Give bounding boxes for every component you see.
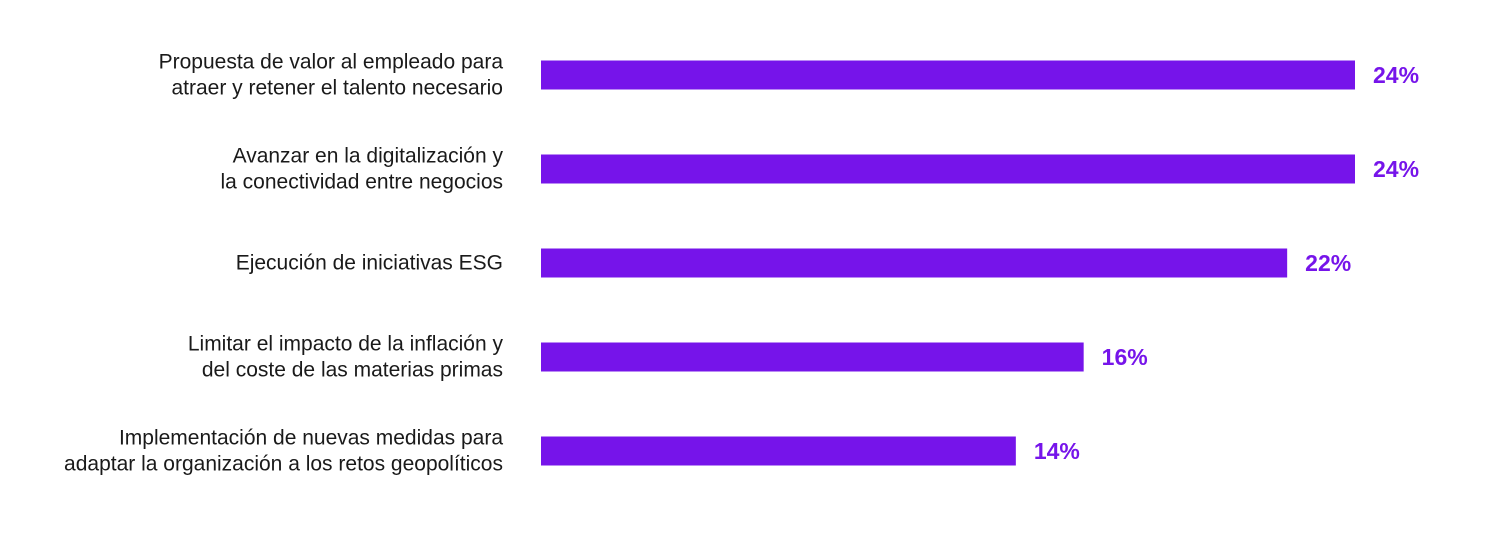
bar-2 (541, 154, 1355, 184)
value-label-2: 24% (1373, 156, 1419, 182)
category-label-4-line-1: Limitar el impacto de la inflación y (188, 333, 504, 356)
bar-5 (541, 436, 1016, 466)
category-label-4-line-2: del coste de las materias primas (202, 359, 503, 382)
category-label-1-line-2: atraer y retener el talento necesario (171, 77, 503, 100)
value-label-3: 22% (1305, 250, 1351, 276)
bar-4 (541, 342, 1084, 372)
value-label-4: 16% (1102, 344, 1148, 370)
category-label-5-line-2: adaptar la organización a los retos geop… (64, 453, 503, 476)
category-label-2-line-2: la conectividad entre negocios (220, 171, 503, 194)
bar-3 (541, 248, 1288, 278)
bar-1 (541, 60, 1355, 90)
value-label-1: 24% (1373, 62, 1419, 88)
category-label-2-line-1: Avanzar en la digitalización y (233, 145, 504, 168)
category-label-5-line-1: Implementación de nuevas medidas para (119, 427, 503, 450)
category-label-1-line-1: Propuesta de valor al empleado para (159, 51, 504, 74)
value-label-5: 14% (1034, 438, 1080, 464)
bars-group: 24% Propuesta de valor al empleado para at… (64, 51, 1419, 476)
category-label-3-line-1: Ejecución de iniciativas ESG (236, 252, 503, 275)
